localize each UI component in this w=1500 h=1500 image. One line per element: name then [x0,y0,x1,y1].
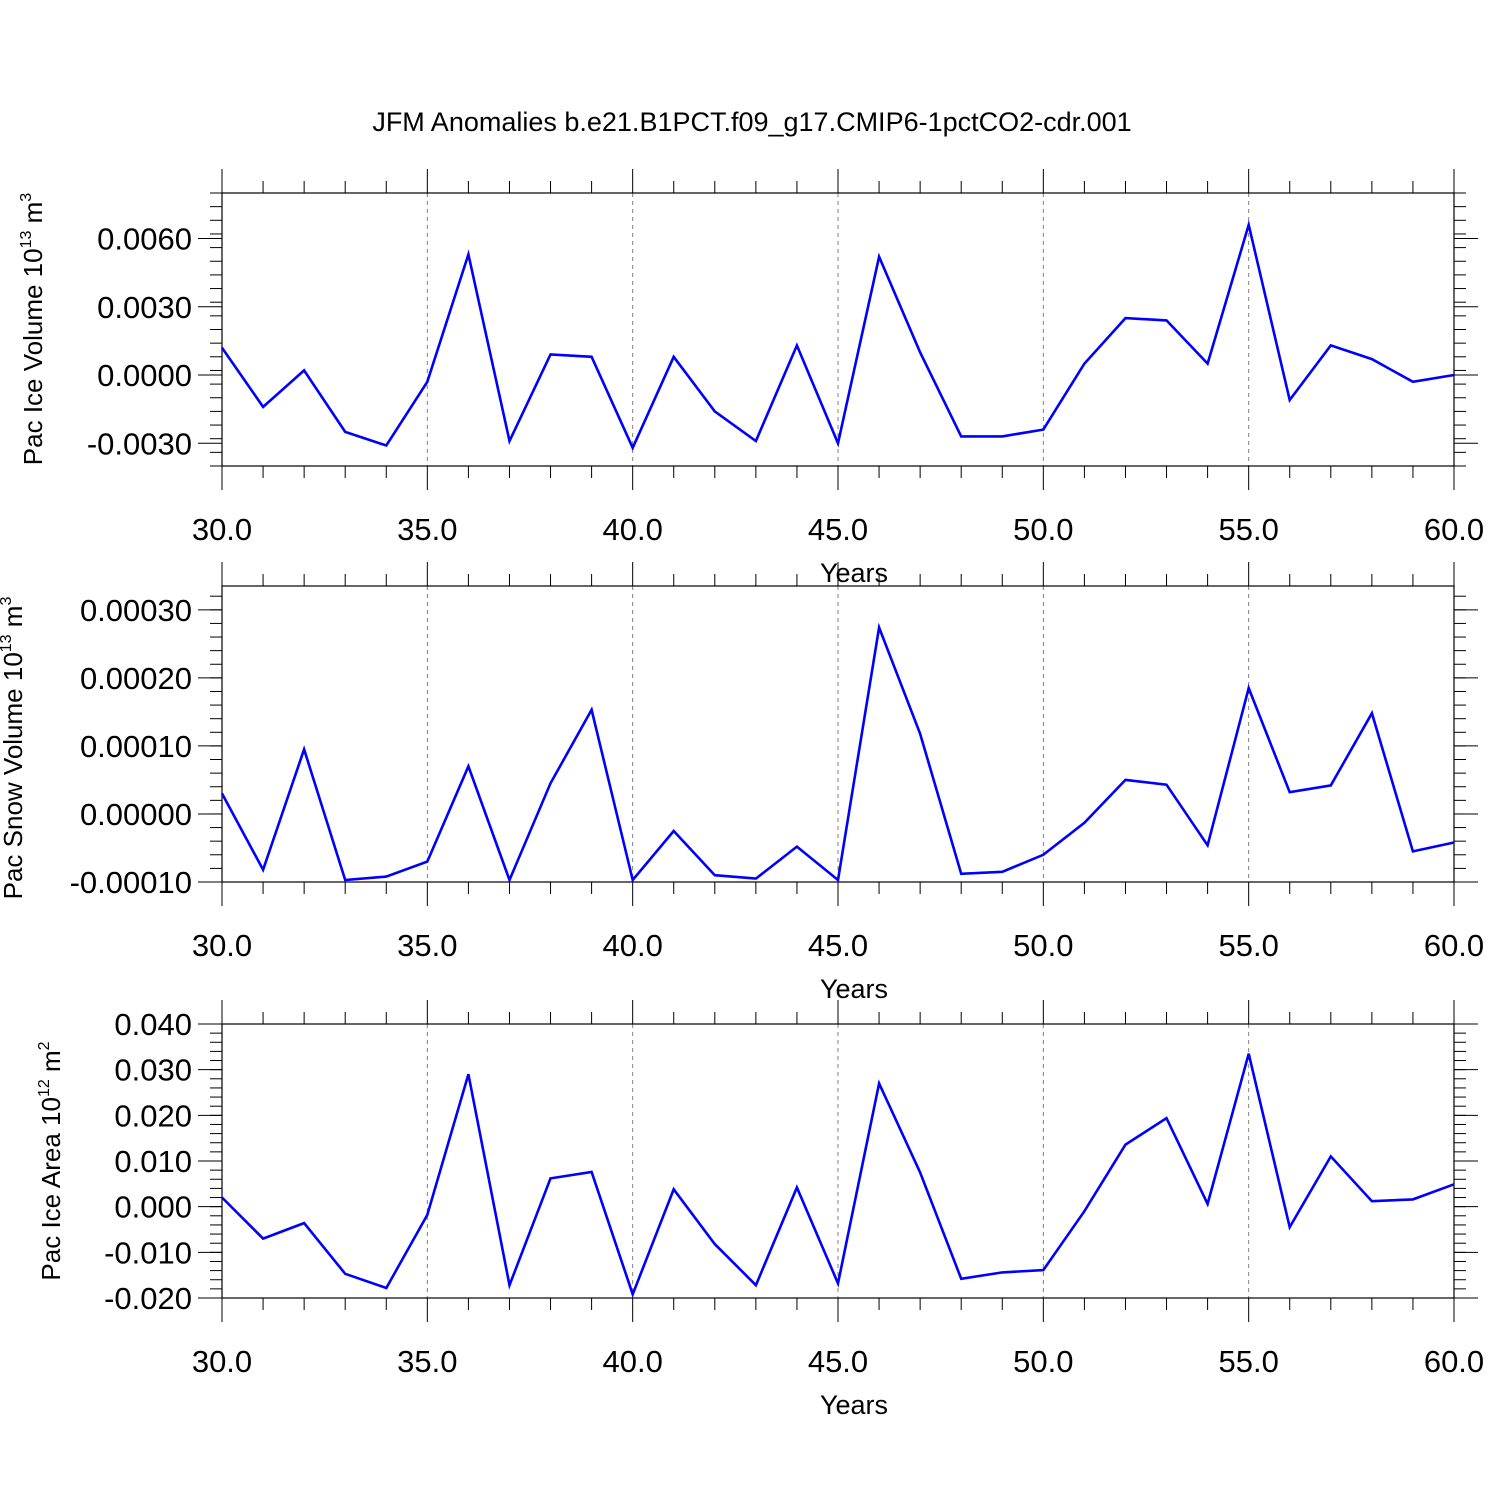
y-tick-label: 0.000 [114,1190,192,1225]
x-tick-label: 35.0 [397,928,457,963]
y-axis-label: Pac Ice Area 1012 m2 [36,1041,66,1280]
x-tick-label: 60.0 [1424,512,1484,547]
x-tick-label: 50.0 [1013,1344,1073,1379]
panel-snow-volume: -0.00010 0.00000 0.00010 0.00020 0.00030 30.0… [0,562,1484,1004]
x-tick-label: 30.0 [192,1344,252,1379]
x-tick-label: 50.0 [1013,512,1073,547]
x-tick-label: 55.0 [1218,512,1278,547]
y-tick-label: 0.00030 [80,593,192,628]
y-tick-label: -0.0030 [87,426,192,461]
x-tick-label: 30.0 [192,512,252,547]
x-tick-label: 60.0 [1424,1344,1484,1379]
x-tick-label: 55.0 [1218,1344,1278,1379]
y-tick-label: 0.00020 [80,661,192,696]
x-tick-label: 60.0 [1424,928,1484,963]
x-axis-label: Years [820,558,888,588]
panel-ice-area: -0.020 -0.010 0.000 0.010 0.020 0.030 0.040 30.… [36,1000,1484,1420]
x-axis-label: Years [820,1390,888,1420]
figure-title: JFM Anomalies b.e21.B1PCT.f09_g17.CMIP6-… [372,107,1131,137]
x-tick-label: 40.0 [602,1344,662,1379]
series-line [221,1053,1455,1299]
x-axis-label: Years [820,974,888,1004]
y-tick-label: 0.040 [114,1007,192,1042]
y-tick-label: 0.00000 [80,797,192,832]
y-axis-label: Pac Snow Volume 1013 m3 [0,597,28,900]
x-tick-label: 35.0 [397,512,457,547]
x-tick-label: 40.0 [602,928,662,963]
x-tick-label: 45.0 [808,928,868,963]
y-tick-label: 0.0030 [97,290,192,325]
y-tick-label: 0.0060 [97,222,192,257]
x-tick-label: 30.0 [192,928,252,963]
x-tick-label: 45.0 [808,1344,868,1379]
y-tick-label: 0.0000 [97,358,192,393]
x-tick-label: 45.0 [808,512,868,547]
y-tick-label: 0.030 [114,1053,192,1088]
x-tick-label: 55.0 [1218,928,1278,963]
y-tick-label: 0.020 [114,1098,192,1133]
series-line [220,219,1455,451]
y-tick-label: 0.00010 [80,729,192,764]
y-tick-label: -0.010 [104,1235,192,1270]
x-tick-label: 40.0 [602,512,662,547]
y-tick-label: 0.010 [114,1144,192,1179]
y-tick-label: -0.00010 [70,865,192,900]
y-axis-label: Pac Ice Volume 1013 m3 [18,193,48,466]
series-line [220,622,1455,884]
x-tick-label: 50.0 [1013,928,1073,963]
panel-ice-volume: -0.0030 0.0000 0.0030 0.0060 30.0 35.0 40.0 45.… [18,169,1484,588]
x-tick-label: 35.0 [397,1344,457,1379]
y-tick-label: -0.020 [104,1281,192,1316]
